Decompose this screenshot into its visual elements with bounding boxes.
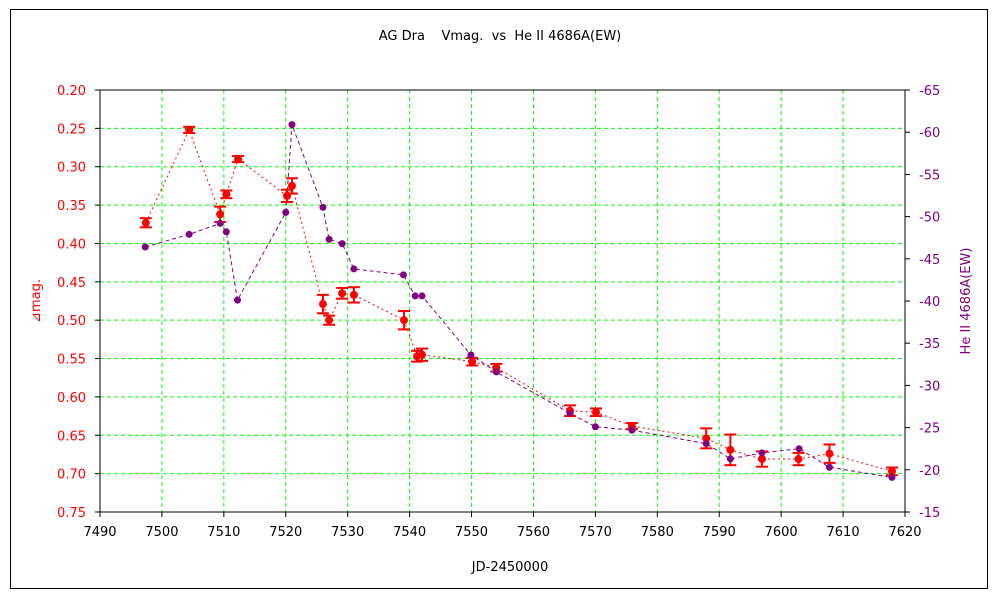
ew-point (591, 423, 599, 431)
vmag-point (141, 218, 150, 227)
y-tick-label: 0.40 (57, 237, 86, 252)
x-tick-label: 7570 (579, 525, 612, 540)
ew-point (325, 235, 333, 243)
vmag-point (702, 434, 711, 443)
x-tick-label: 7540 (393, 525, 426, 540)
ew-point (467, 351, 475, 359)
x-tick-label: 7590 (703, 525, 736, 540)
ew-point (216, 219, 224, 227)
ew-point (795, 445, 803, 453)
y-tick-label: 0.45 (57, 276, 86, 291)
vmag-point (825, 449, 834, 458)
vmag-series-line (145, 128, 893, 472)
ew-series-line (145, 124, 893, 478)
y-tick-label: 0.55 (57, 353, 86, 368)
y2-tick-label: -65 (919, 84, 940, 99)
ew-point (350, 265, 358, 273)
chart-title: AG Dra Vmag. vs He II 4686A(EW) (379, 29, 622, 44)
y-tick-label: 0.65 (57, 429, 86, 444)
y-tick-label: 0.25 (57, 122, 86, 137)
y-tick-label: 0.70 (57, 468, 86, 483)
vmag-point (726, 445, 735, 454)
vmag-point (794, 455, 803, 464)
x-tick-label: 7500 (145, 525, 178, 540)
ew-point (628, 426, 636, 434)
x-tick-label: 7610 (827, 525, 860, 540)
y2-tick-label: -40 (919, 295, 940, 310)
y2-tick-label: -35 (919, 337, 940, 352)
vmag-point (216, 210, 225, 219)
y2-tick-label: -30 (919, 379, 940, 394)
y2-tick-label: -20 (919, 464, 940, 479)
x-tick-label: 7520 (269, 525, 302, 540)
x-tick-label: 7530 (331, 525, 364, 540)
x-tick-label: 7490 (83, 525, 116, 540)
y2-tick-label: -50 (919, 211, 940, 226)
vmag-point (338, 289, 347, 298)
x-tick-label: 7600 (765, 525, 798, 540)
x-axis-label: JD-2450000 (471, 560, 548, 575)
ew-point (411, 292, 419, 300)
y2-axis-label: He II 4686A(EW) (959, 248, 974, 355)
y2-tick-label: -45 (919, 253, 940, 268)
ew-point (825, 463, 833, 471)
y-tick-label: 0.50 (57, 314, 86, 329)
y-tick-label: 0.75 (57, 506, 86, 521)
y-tick-label: 0.35 (57, 199, 86, 214)
x-tick-label: 7560 (517, 525, 550, 540)
x-tick-label: 7620 (888, 525, 921, 540)
ew-point (418, 292, 426, 300)
vmag-point (185, 125, 194, 134)
ew-point (233, 296, 241, 304)
y2-tick-label: -55 (919, 168, 940, 183)
vmag-point (592, 408, 601, 417)
y2-tick-label: -60 (919, 126, 940, 141)
vmag-point (757, 455, 766, 464)
ew-point (222, 228, 230, 236)
y-tick-label: 0.60 (57, 391, 86, 406)
x-tick-label: 7510 (207, 525, 240, 540)
vmag-point (468, 357, 477, 366)
vmag-point (222, 190, 231, 199)
vmag-point (325, 316, 334, 325)
vmag-point (234, 155, 243, 164)
ew-point (492, 368, 500, 376)
ew-point (141, 243, 149, 251)
ew-point (566, 409, 574, 417)
x-tick-label: 7580 (641, 525, 674, 540)
ew-point (319, 203, 327, 211)
vmag-point (887, 467, 896, 476)
vmag-point (318, 300, 327, 309)
ew-point (726, 455, 734, 463)
ew-point (282, 208, 290, 216)
ew-point (888, 473, 896, 481)
ew-point (702, 440, 710, 448)
x-tick-label: 7550 (455, 525, 488, 540)
ew-point (758, 449, 766, 457)
vmag-point (349, 290, 358, 299)
vmag-point (418, 350, 426, 359)
plot-border (99, 89, 906, 513)
chart-frame (10, 9, 988, 589)
vmag-point (400, 316, 409, 325)
y-tick-label: 0.20 (57, 84, 86, 99)
ew-point (338, 240, 346, 248)
ew-point (288, 121, 296, 129)
vmag-point (287, 181, 296, 190)
ew-point (185, 230, 193, 238)
y2-tick-label: -25 (919, 422, 940, 437)
y-axis-label: ⊿mag. (29, 279, 44, 323)
ew-point (399, 271, 407, 279)
y2-tick-label: -15 (919, 506, 940, 521)
y-tick-label: 0.30 (57, 161, 86, 176)
